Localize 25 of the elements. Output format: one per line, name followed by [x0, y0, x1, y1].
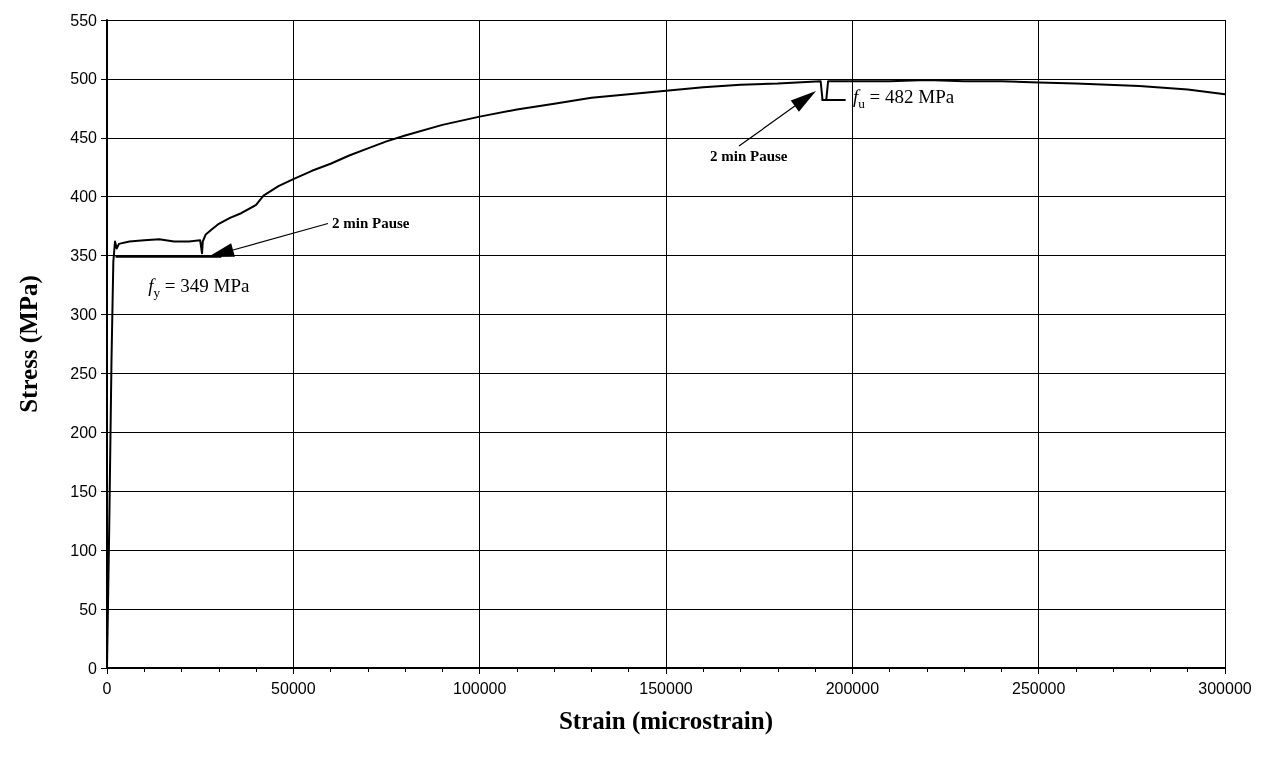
x-tick-label: 250000 [1011, 679, 1066, 697]
y-tick-label: 450 [70, 129, 98, 147]
annotation: f$_{u}$ = 482 MPa [852, 86, 955, 112]
y-axis-title: Stress (MPa) [15, 275, 43, 413]
y-tick-label: 550 [70, 11, 98, 29]
y-tick-label: 0 [88, 659, 98, 677]
y-tick-label: 100 [70, 541, 98, 559]
x-tick-label: 100000 [452, 679, 507, 697]
y-tick-label: 250 [70, 364, 98, 382]
annotation: 2 min Pause [710, 148, 788, 165]
x-tick-label: 150000 [639, 679, 693, 697]
y-tick-label: 50 [79, 600, 98, 618]
y-tick-label: 200 [70, 423, 98, 441]
y-tick-label: 400 [70, 188, 98, 206]
x-tick-label: 50000 [271, 679, 316, 697]
x-tick-label: 200000 [825, 679, 880, 697]
x-tick-label: 300000 [1198, 679, 1252, 697]
y-tick-label: 300 [70, 306, 98, 324]
x-tick-label: 0 [102, 679, 112, 697]
y-tick-label: 350 [70, 247, 98, 265]
x-axis-title: Strain (microstrain) [558, 707, 774, 735]
y-tick-label: 500 [70, 70, 98, 88]
annotation: f$_{y}$ = 349 MPa [148, 274, 250, 301]
y-tick-label: 150 [70, 482, 98, 500]
annotation: 2 min Pause [332, 215, 410, 232]
